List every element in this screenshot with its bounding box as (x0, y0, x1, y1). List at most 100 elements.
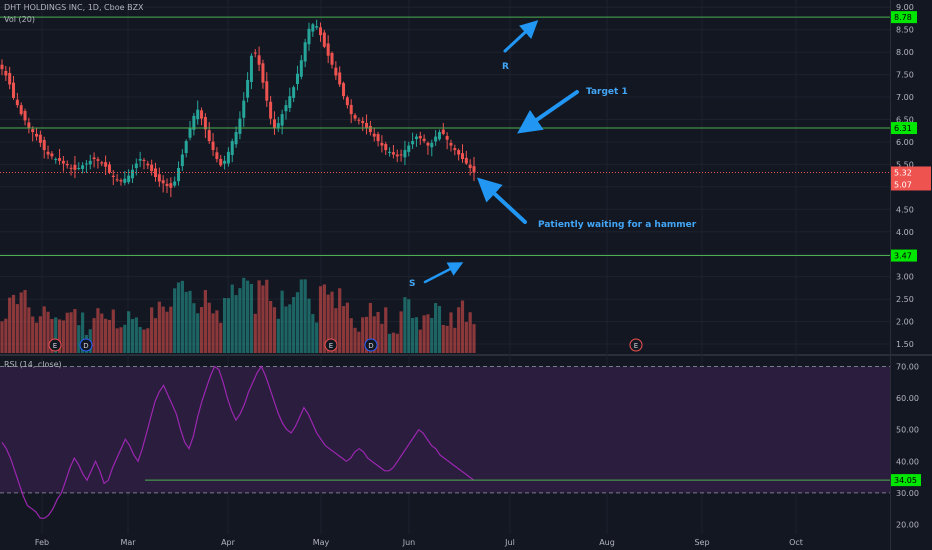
candle-body (177, 167, 181, 182)
earnings-marker (324, 338, 338, 352)
candle-body (399, 154, 403, 156)
volume-bar (387, 333, 392, 353)
candle-body (184, 141, 188, 154)
volume-bar (42, 306, 46, 353)
volume-bar (54, 317, 58, 353)
horizontal-levels[interactable] (0, 16, 890, 257)
candle-body (104, 162, 108, 167)
candle-body (130, 169, 134, 179)
candle-body (92, 157, 96, 160)
waiting-arrow (476, 177, 527, 224)
candle-body (257, 55, 261, 65)
candle-body (449, 142, 453, 146)
candle-body (153, 168, 157, 177)
volume-bar (422, 315, 426, 353)
volume-bar (334, 308, 338, 353)
price-tick-label: 2.50 (896, 295, 914, 304)
candle-body (138, 159, 142, 161)
candle-body (345, 97, 349, 106)
time-tick-label: Feb (35, 538, 49, 547)
candle-body (349, 104, 353, 115)
price-tag (891, 178, 931, 191)
volume-bar (115, 328, 119, 353)
candle-body (464, 157, 468, 164)
volume-bar (107, 319, 112, 353)
volume-bar (357, 331, 361, 353)
candle-body (342, 83, 346, 97)
price-tag-text: 5.07 (894, 180, 912, 189)
volume-bar (4, 318, 8, 353)
price-tick-label: 1.50 (896, 340, 914, 349)
volume-bar (50, 319, 54, 353)
candle-body (403, 150, 407, 158)
candles[interactable] (0, 19, 476, 198)
candle-body (280, 114, 284, 126)
candle-body (146, 163, 150, 166)
candle-body (223, 160, 227, 164)
target-label: Target 1 (586, 87, 628, 97)
candle-body (361, 120, 365, 124)
volume-bar (280, 290, 284, 353)
candle-body (284, 105, 288, 112)
candle-body (142, 159, 146, 161)
candle-body (23, 110, 27, 121)
volume-bar (364, 316, 369, 353)
volume-bar (407, 299, 411, 353)
candle-body (319, 27, 323, 36)
price-tick-label: 8.50 (896, 26, 914, 35)
candle-body (445, 136, 449, 140)
candle-body (276, 123, 280, 128)
candle-body (315, 26, 319, 28)
candle-body (161, 180, 165, 184)
candle-body (200, 110, 204, 119)
time-axis[interactable]: Feb Mar Apr May Jun Jul Aug Sep Oct (35, 538, 803, 547)
volume-bar (249, 283, 254, 353)
annotation-arrows[interactable] (423, 20, 579, 284)
rsi-band (0, 365, 890, 494)
candle-body (192, 115, 196, 130)
candle-body (368, 125, 372, 133)
candle-body (242, 100, 246, 118)
candle-body (19, 105, 23, 115)
event-marker-letter: D (83, 342, 88, 350)
volume-bar (245, 280, 250, 353)
event-marker-letter: E (329, 342, 333, 350)
price-tick-label: 7.00 (896, 93, 914, 102)
volume-bar (92, 318, 96, 353)
volume-bar (219, 322, 223, 353)
price-tick-label: 8.00 (896, 48, 914, 57)
candle-body (457, 150, 461, 155)
volume-bar (272, 307, 277, 353)
price-tick-label: 3.00 (896, 273, 914, 282)
candle-body (165, 183, 169, 186)
candle-body (322, 32, 326, 47)
pane-separator (0, 354, 932, 356)
price-axis[interactable]: 9.008.508.007.507.006.506.005.505.004.50… (891, 3, 931, 530)
resistance-arrow (503, 20, 539, 53)
volume-bar (430, 318, 434, 353)
candle-body (353, 115, 357, 119)
candle-body (414, 136, 418, 140)
volume-bar (311, 314, 315, 353)
candle-body (196, 109, 200, 120)
volume-bar (318, 286, 323, 353)
candle-body (58, 158, 62, 161)
candle-body (357, 119, 361, 121)
time-tick-label: Oct (789, 538, 803, 547)
candle-body (8, 72, 12, 85)
volume-bar (242, 277, 246, 353)
volume-bar (345, 302, 349, 353)
event-marker-letter: E (53, 342, 57, 350)
volume-bar (257, 280, 261, 353)
candle-body (288, 96, 292, 108)
candle-body (246, 79, 250, 98)
time-tick-label: May (313, 538, 330, 547)
volume-bar (23, 290, 27, 353)
volume-bar (226, 298, 231, 353)
volume-bar (222, 297, 227, 353)
volume-indicator-label: Vol (20) (4, 15, 35, 24)
volume-bar (276, 318, 280, 353)
candle-body (365, 122, 369, 128)
